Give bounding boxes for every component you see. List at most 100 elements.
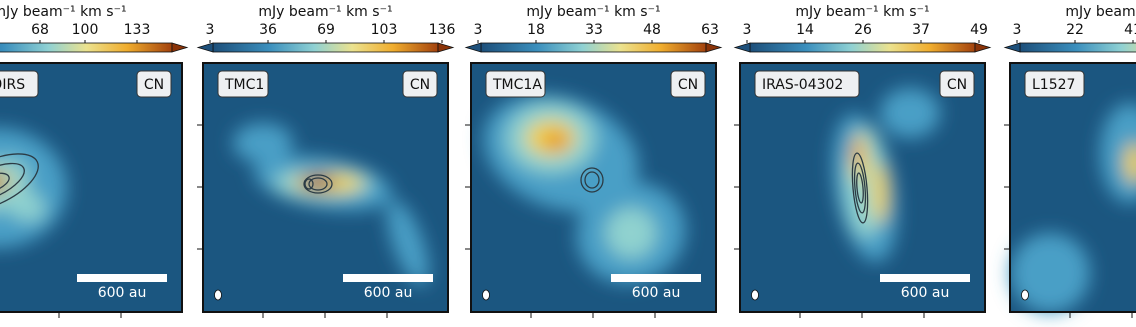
map: TMC1A CN 600 au [465, 62, 717, 318]
emission-blob [872, 163, 888, 223]
emission [1010, 103, 1136, 313]
panel: mJy beam⁻¹ km s⁻¹ 3 18 33 48 63 TMC1A CN 600 au [464, 4, 723, 318]
colorbar [212, 42, 439, 53]
map: L1527CN600 au [1004, 62, 1136, 318]
colorbar-tick-label: 26 [854, 22, 872, 38]
map: TMC1 CN 600 au [197, 62, 449, 318]
colorbar-tick-label: 49 [970, 22, 988, 38]
colorbar-arrow [171, 42, 189, 53]
line-box [402, 70, 438, 98]
colorbar-arrow [733, 42, 751, 53]
line-label: CN [678, 77, 698, 93]
beam [751, 289, 759, 301]
scalebar-label: 600 au [632, 285, 681, 301]
contour [308, 177, 328, 191]
colorbar-arrow [1003, 42, 1021, 53]
colorbar [749, 42, 976, 53]
scalebar [77, 274, 167, 282]
emission-blob [233, 123, 293, 163]
source-box [217, 70, 269, 98]
source-box [0, 70, 39, 98]
emission-blob [0, 184, 45, 222]
colorbar-arrow [437, 42, 455, 53]
colorbar-tick-label: 63 [701, 22, 719, 38]
contour [851, 152, 869, 224]
colorbar-arrow [705, 42, 723, 53]
contour [304, 178, 314, 190]
colorbar-arrow [196, 42, 214, 53]
colorbar [480, 42, 707, 53]
scalebar [343, 274, 433, 282]
beam [482, 289, 490, 301]
emission-blob [544, 132, 568, 150]
colorbar-tick-label: 14 [796, 22, 814, 38]
line-box [939, 70, 975, 98]
colorbar-tick-label: 136 [429, 22, 456, 38]
contour [584, 171, 600, 189]
panel: mJy beam⁻¹ km s⁻¹ 3 36 69 103 136 TMC1 CN 600 au [196, 4, 456, 318]
emission-blob [1010, 233, 1090, 313]
colorbar-tick-label: 48 [643, 22, 661, 38]
source-label: TMC1A [492, 77, 542, 93]
colorbar-arrow [464, 42, 482, 53]
colorbar-tick-label: 3 [206, 22, 215, 38]
emission-blob [387, 200, 429, 286]
contour [0, 153, 39, 213]
scalebar-label: 600 au [98, 285, 147, 301]
panel: mJy beam⁻¹ km s⁻¹ 3 22 41 L1527CN600 au [1003, 4, 1136, 318]
colorbar-label: mJy beam⁻¹ km s⁻¹ [1065, 4, 1136, 20]
colorbar-tick-label: 33 [585, 22, 603, 38]
emission [483, 94, 686, 284]
source-box [754, 70, 860, 98]
colorbar-tick-label: 18 [527, 22, 545, 38]
map: IRAS-04302 CN 600 au [734, 62, 986, 318]
colorbar-label: mJy beam⁻¹ km s⁻¹ [795, 4, 929, 20]
colorbar-tick-label: 37 [912, 22, 930, 38]
map: L1489IRS CN 600 au [0, 62, 183, 318]
beam [1021, 289, 1029, 301]
panel: mJy beam⁻¹ km s⁻¹ 3 14 26 37 49 IRAS-04302 CN 60… [733, 4, 992, 318]
contour [0, 162, 25, 204]
colorbar-tick-label: 68 [31, 22, 49, 38]
source-label: IRAS-04302 [762, 77, 843, 93]
colorbar [0, 42, 173, 53]
colorbar-tick-label: 133 [124, 22, 151, 38]
emission-blob [1100, 103, 1136, 203]
line-label: CN [947, 77, 967, 93]
colorbar [1019, 42, 1136, 53]
line-box [136, 70, 172, 98]
line-box [670, 70, 706, 98]
contour [303, 174, 333, 194]
colorbar-arrow [974, 42, 992, 53]
scalebar [880, 274, 970, 282]
source-label: TMC1 [224, 77, 264, 93]
contour [0, 172, 10, 194]
source-box [1024, 70, 1085, 98]
contour [856, 172, 864, 204]
scalebar-label: 600 au [901, 285, 950, 301]
colorbar-tick-label: 69 [317, 22, 335, 38]
colorbar-tick-label: 103 [371, 22, 398, 38]
emission-blob [1125, 143, 1136, 183]
colorbar-tick-label: 41 [1124, 22, 1136, 38]
source-label: L1489IRS [0, 77, 25, 93]
line-label: CN [410, 77, 430, 93]
contour [580, 167, 604, 193]
emission [233, 123, 429, 286]
emission-blob [0, 128, 67, 248]
scalebar [611, 274, 701, 282]
colorbar-tick-label: 36 [259, 22, 277, 38]
colorbar-tick-label: 3 [743, 22, 752, 38]
emission-blob [606, 208, 656, 258]
contour [853, 162, 867, 214]
colorbar-tick-label: 100 [72, 22, 99, 38]
source-box [485, 70, 546, 98]
colorbar-label: mJy beam⁻¹ km s⁻¹ [258, 4, 392, 20]
beam [214, 289, 222, 301]
colorbar-tick-label: 3 [1013, 22, 1022, 38]
emission [0, 128, 67, 248]
source-label: L1527 [1032, 77, 1075, 93]
colorbar-tick-label: 3 [474, 22, 483, 38]
line-label: CN [144, 77, 164, 93]
